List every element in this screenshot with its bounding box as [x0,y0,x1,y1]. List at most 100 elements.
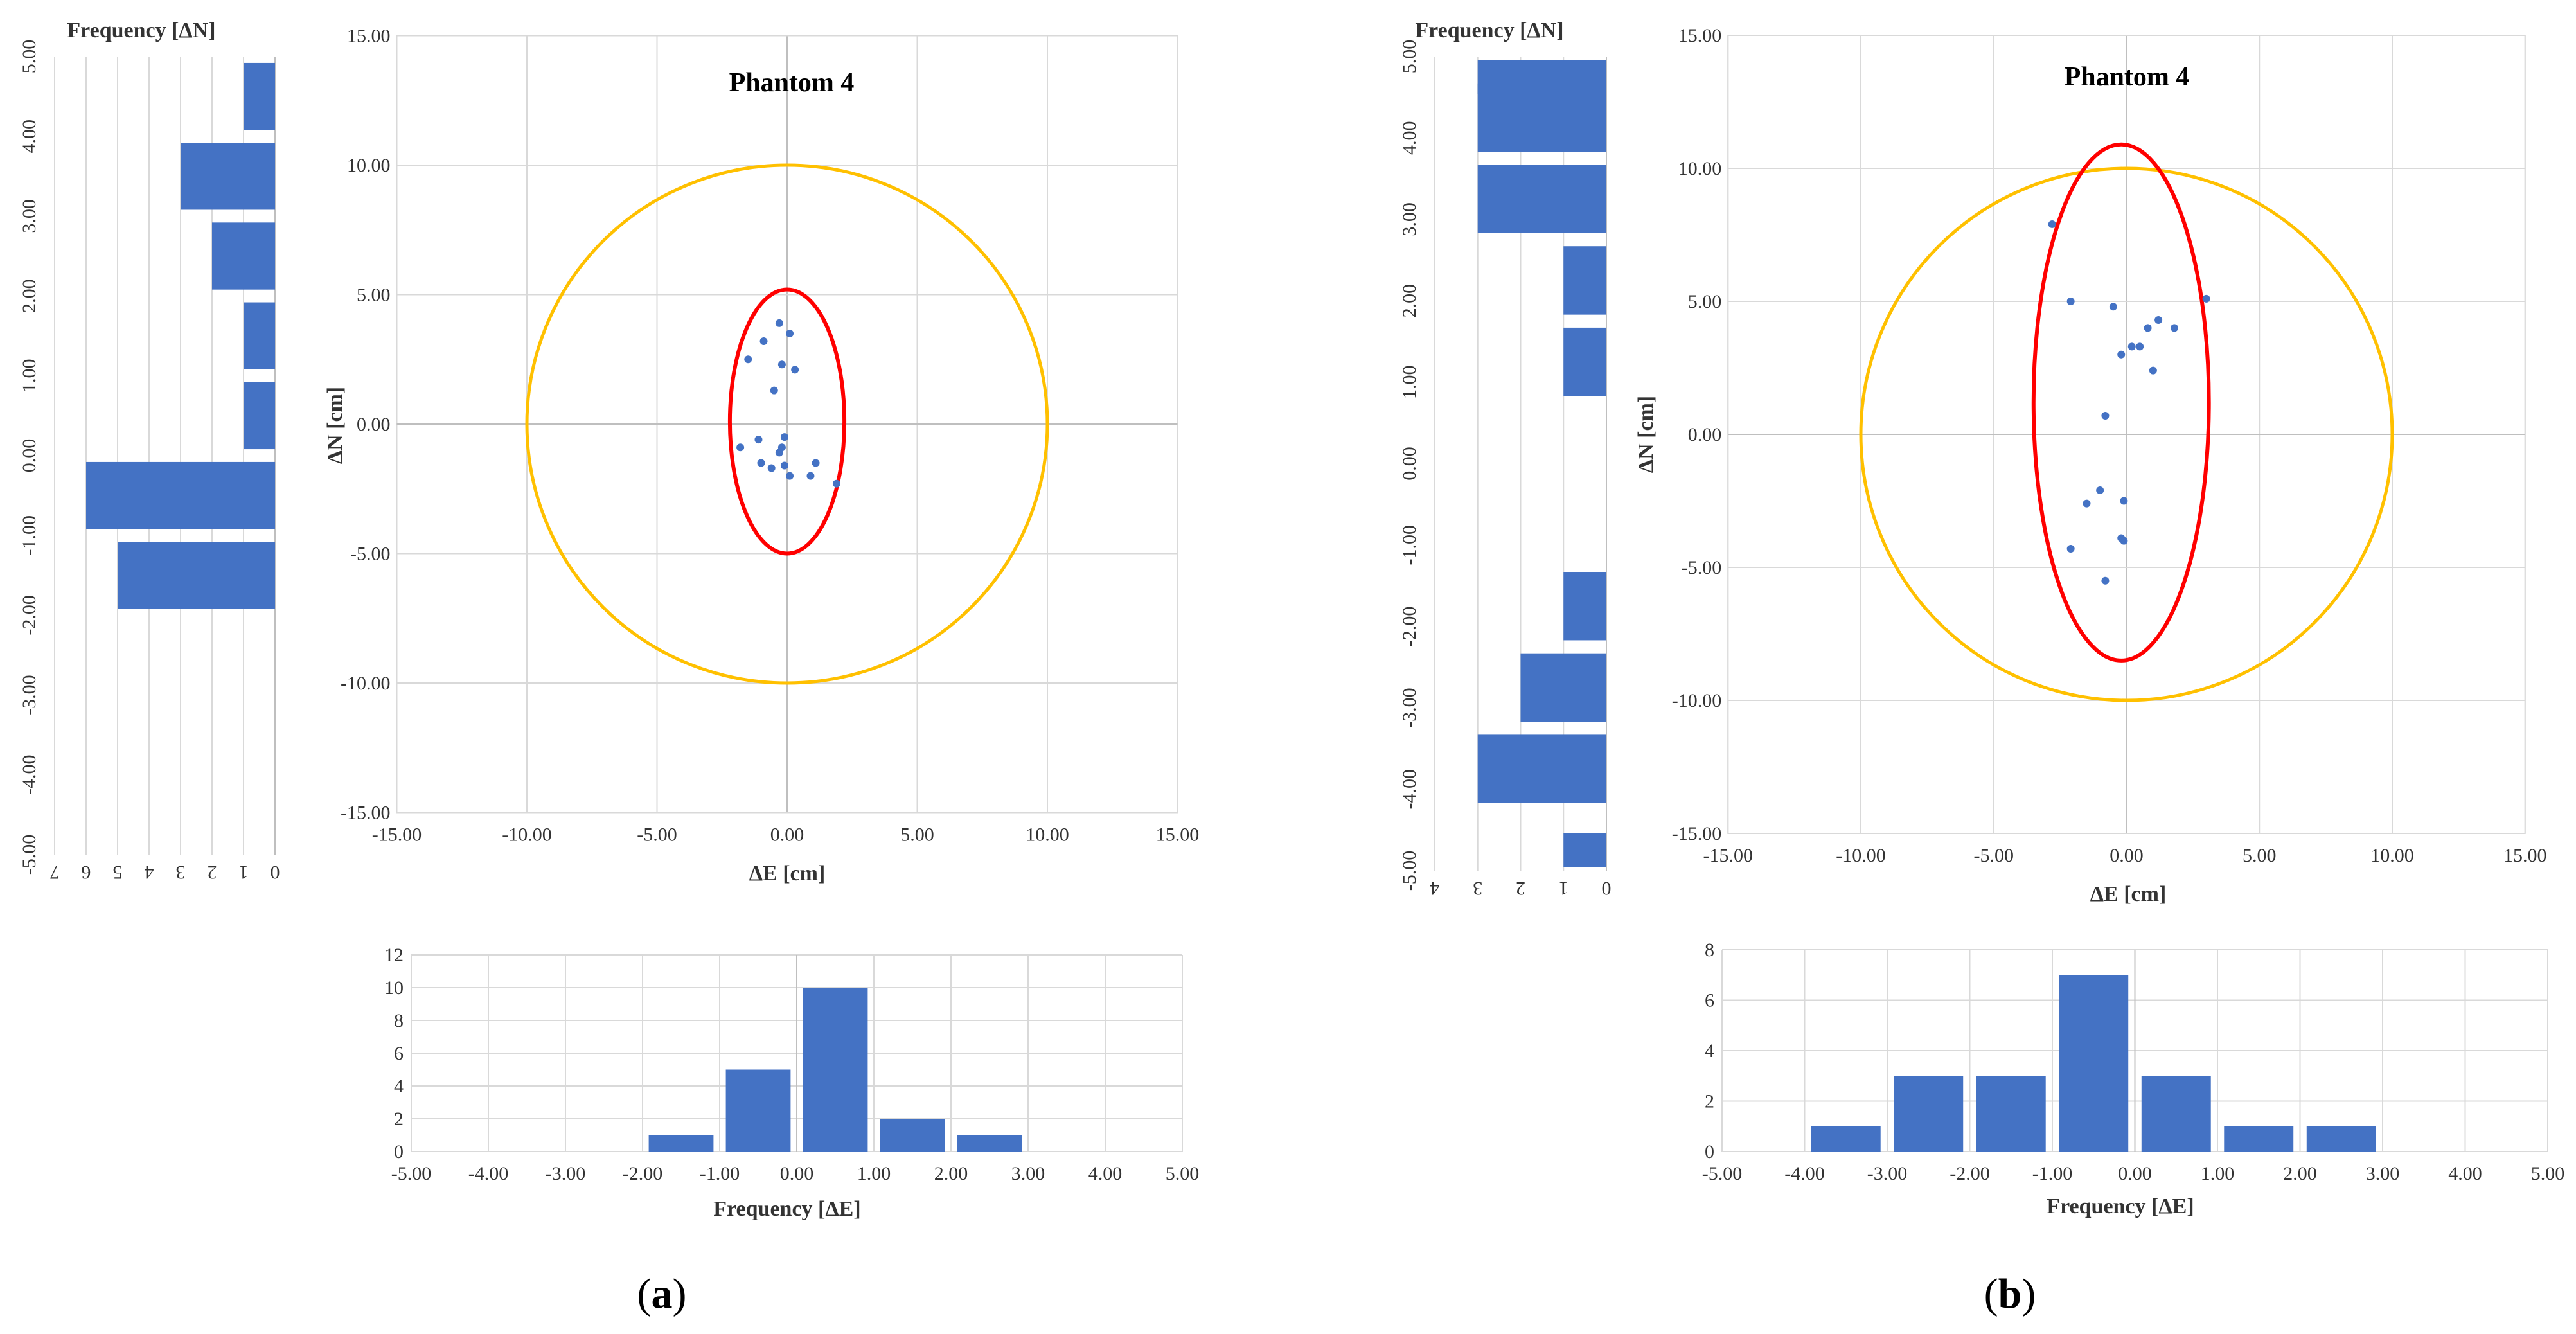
panel-b: Frequency [ΔN] -5.00 -4.00 -3.00 -2.00 -1.00… [1399,19,2564,1317]
scatter-point [744,355,752,364]
dn-bar [1477,165,1606,233]
scatter-y-tick-label: 10.00 [347,155,391,176]
de-bar [957,1135,1022,1152]
dn-y-tick-label: -3.00 [19,675,40,715]
dn-y-tick-label: 0.00 [1399,447,1420,481]
dn-bar [1520,653,1606,722]
de-x-tick-label: -3.00 [546,1163,586,1184]
de-x-tick-label: 3.00 [2366,1163,2400,1184]
dn-histogram-title: Frequency [ΔN] [67,19,215,42]
scatter-x-tick-label: 5.00 [900,824,934,846]
de-bar [1976,1076,2046,1152]
scatter-y-tick-label: -10.00 [1672,690,1722,711]
scatter-x-tick-label: 15.00 [2503,845,2547,866]
scatter-x-tick-label: -15.00 [372,824,422,846]
scatter-x-tick-label: -15.00 [1703,845,1754,866]
scatter-point [2117,350,2126,359]
dn-y-tick-label: 5.00 [19,40,40,74]
de-bar [803,988,868,1152]
de-histogram-x-ticks: -5.00 -4.00 -3.00 -2.00 -1.00 0.00 1.00 2.00 3.0… [391,1163,1200,1184]
de-histogram-grid [1721,949,2548,1152]
scatter-x-tick-label: -5.00 [1974,845,2014,866]
scatter-y-ticks: -15.00 -10.00 -5.00 0.00 5.00 10.00 15.00 [1672,25,1722,844]
dn-bar [1477,734,1606,803]
dn-histogram-x-ticks: 0 1 2 3 4 5 6 7 [50,862,280,883]
error-ellipse [727,287,847,556]
de-x-tick-label: 1.00 [2201,1163,2235,1184]
dn-histogram-b: Frequency [ΔN] -5.00 -4.00 -3.00 -2.00 -1.00… [1399,19,1612,899]
dn-histogram-title: Frequency [ΔN] [1415,19,1563,42]
scatter-point [780,461,788,470]
dn-y-tick-label: 4.00 [19,120,40,154]
scatter-point [2144,324,2152,332]
scatter-point [754,436,763,444]
scatter-point [812,459,820,467]
scatter-grid [396,35,1178,814]
scatter-grid [1727,35,2526,834]
de-bar [648,1135,714,1152]
de-x-tick-label: -2.00 [1950,1163,1990,1184]
dn-y-tick-label: -1.00 [1399,525,1420,565]
scatter-x-tick-label: 10.00 [2370,845,2414,866]
de-x-tick-label: 1.00 [857,1163,891,1184]
dn-x-tick-label: 4 [1430,878,1440,899]
dn-histogram-bars [86,62,275,609]
dn-bar [1563,246,1606,315]
de-y-tick-label: 12 [384,945,404,966]
de-x-tick-label: -5.00 [391,1163,432,1184]
scatter-point [775,319,783,327]
scatter-point [2101,412,2110,420]
dn-x-tick-label: 7 [50,862,60,883]
dn-x-tick-label: 6 [82,862,91,883]
panel-a: Frequency [ΔN] -5.00 -4.00 -3.00 -2.00 -1.00… [19,19,1199,1317]
scatter-y-tick-label: 5.00 [357,285,391,306]
scatter-point [775,449,783,457]
de-histogram-grid [411,954,1183,1152]
de-bar [725,1069,791,1152]
de-bar [2306,1126,2376,1152]
de-y-tick-label: 8 [394,1010,404,1031]
scatter-x-tick-label: 10.00 [1026,824,1069,846]
error-ellipse [2031,142,2211,663]
scatter-x-tick-label: -10.00 [1836,845,1886,866]
scatter-point [2048,220,2056,228]
scatter-y-label: ΔN [cm] [1634,396,1658,473]
de-y-tick-label: 0 [394,1141,404,1162]
de-x-tick-label: 5.00 [2531,1163,2565,1184]
de-y-tick-label: 2 [394,1108,404,1130]
scatter-y-tick-label: -10.00 [341,673,391,694]
dn-y-tick-label: -1.00 [19,515,40,556]
dn-y-tick-label: -5.00 [1399,851,1420,891]
dn-histogram-x-ticks: 0 1 2 3 4 [1430,878,1612,899]
dn-bar [212,222,275,290]
scatter-point [2066,545,2075,553]
dn-bar [1563,833,1606,867]
scatter-y-tick-label: 5.00 [1688,291,1722,312]
scatter-point [2096,486,2104,494]
scatter-point [2066,298,2075,305]
dn-x-tick-label: 5 [113,862,123,883]
scatter-point [736,443,745,452]
scatter-x-label: ΔE [cm] [2090,882,2167,906]
scatter-x-tick-label: 15.00 [1156,824,1200,846]
de-histogram-y-ticks: 0 2 4 6 8 [1705,939,1714,1162]
de-x-tick-label: -3.00 [1867,1163,1908,1184]
scatter-y-tick-label: -5.00 [350,544,391,565]
dn-y-tick-label: -4.00 [1399,769,1420,810]
dn-histogram-y-ticks: -5.00 -4.00 -3.00 -2.00 -1.00 0.00 1.00 2.00 3.0… [1399,40,1420,891]
scatter-point [759,337,768,346]
dn-x-tick-label: 4 [145,862,154,883]
dn-y-tick-label: -2.00 [19,595,40,636]
scatter-a: -15.00 -10.00 -5.00 0.00 5.00 10.00 15.00 -15.… [323,26,1199,886]
scatter-point [2149,366,2157,375]
scatter-y-tick-label: -5.00 [1682,557,1722,578]
scatter-y-label: ΔN [cm] [323,387,347,464]
dn-y-tick-label: 2.00 [1399,284,1420,318]
de-bar [880,1119,945,1152]
de-histogram-x-ticks: -5.00 -4.00 -3.00 -2.00 -1.00 0.00 1.00 2.00 3.0… [1702,1163,2565,1184]
scatter-point [2120,497,2128,505]
de-x-tick-label: -5.00 [1702,1163,1743,1184]
scatter-points [2048,220,2210,585]
scatter-point [2202,294,2210,303]
de-y-tick-label: 4 [1705,1040,1714,1062]
